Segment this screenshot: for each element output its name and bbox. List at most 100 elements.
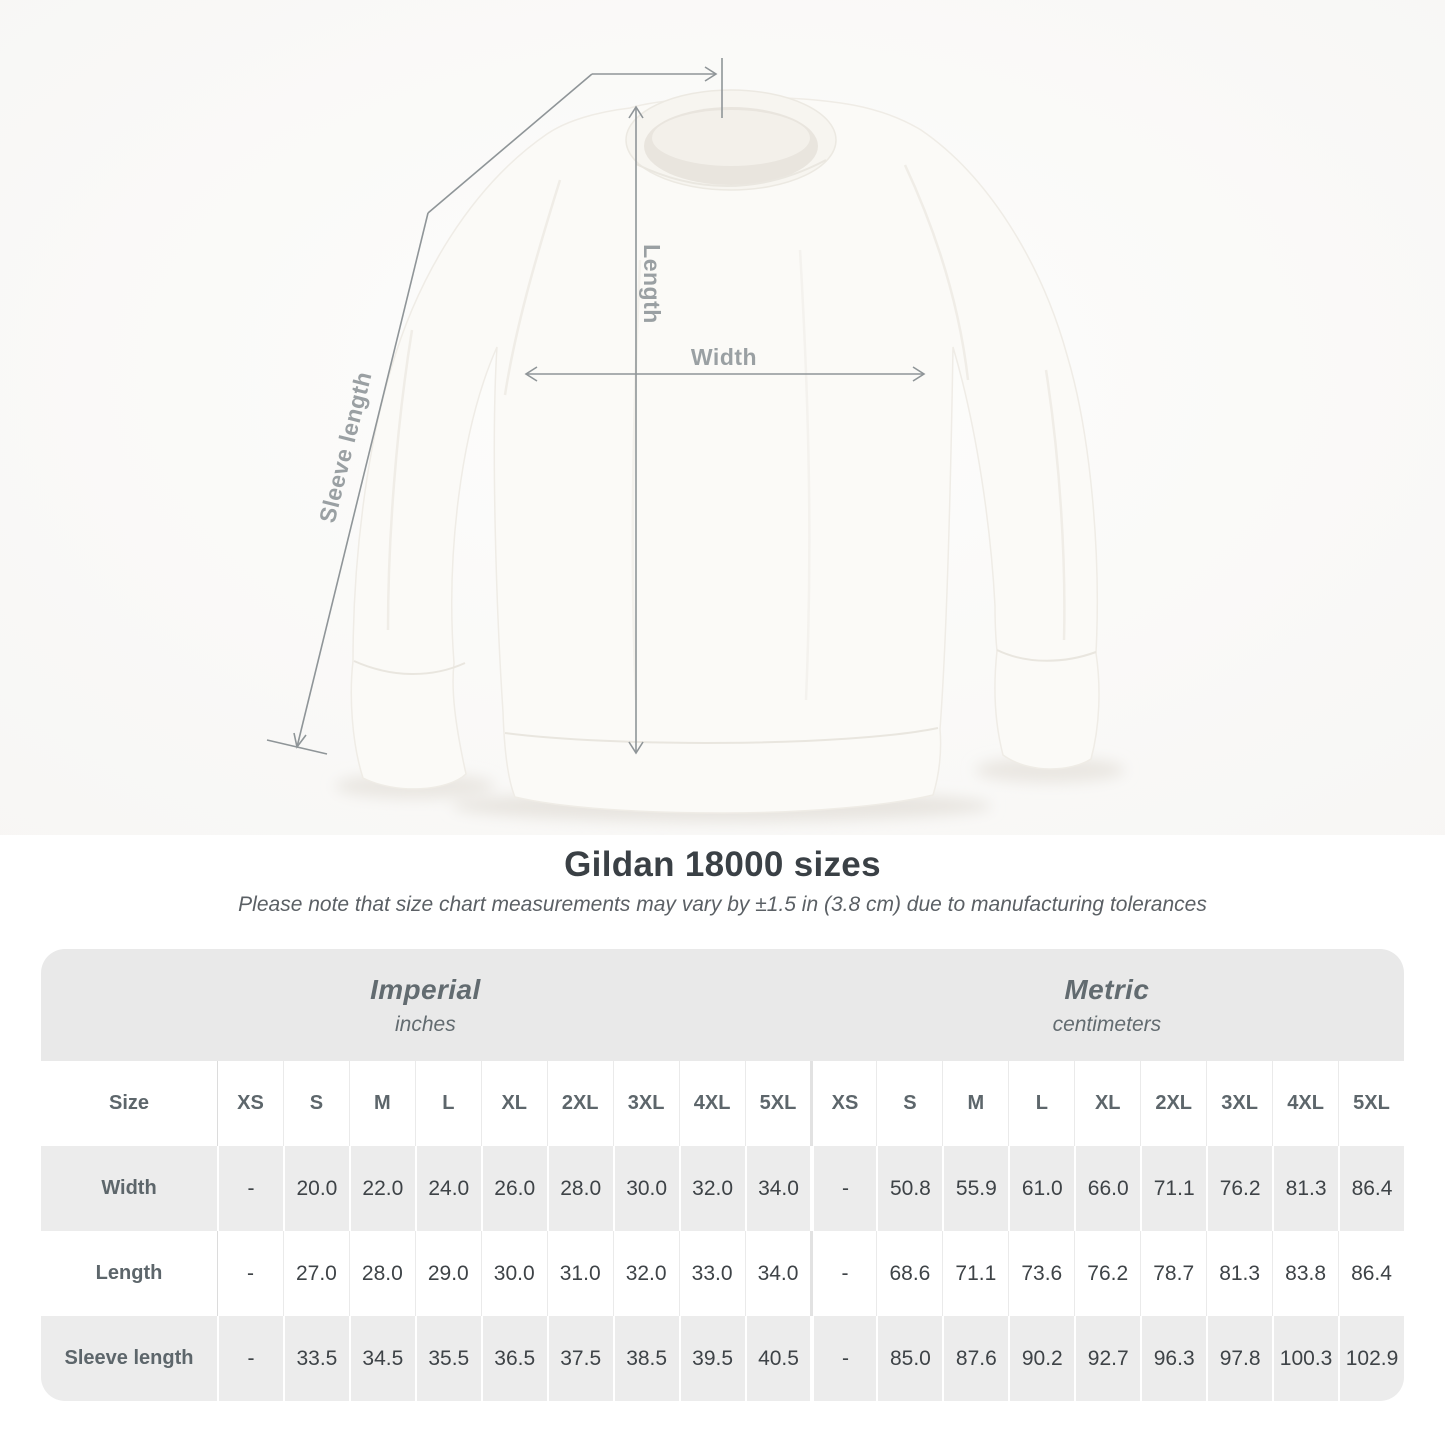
value-cell: 22.0: [348, 1146, 415, 1231]
value-cell: 83.8: [1272, 1231, 1338, 1316]
width-dimension-line: [524, 366, 926, 382]
value-cell: 50.8: [876, 1146, 943, 1231]
size-header-cell: 4XL: [1272, 1061, 1338, 1146]
value-cell: 28.0: [348, 1231, 415, 1316]
value-cell: 30.0: [612, 1146, 679, 1231]
value-cell: 92.7: [1074, 1316, 1141, 1401]
size-header-cell: L: [1008, 1061, 1074, 1146]
value-cell: 86.4: [1338, 1231, 1404, 1316]
sleeve-length-dimension-line: [266, 58, 723, 755]
collar-inner-back: [652, 110, 810, 166]
value-cell: 40.5: [744, 1316, 811, 1401]
size-header-cell: S: [876, 1061, 942, 1146]
row-label: Sleeve length: [41, 1316, 217, 1401]
value-cell: 28.0: [546, 1146, 613, 1231]
value-cell: 87.6: [942, 1316, 1009, 1401]
value-cell: 38.5: [612, 1316, 679, 1401]
value-cell: 66.0: [1074, 1146, 1141, 1231]
measurement-lines: [266, 58, 926, 755]
value-cell: 81.3: [1272, 1146, 1339, 1231]
width-label: Width: [691, 344, 757, 370]
value-cell: -: [810, 1231, 876, 1316]
arrowhead-up: [628, 105, 644, 119]
value-cell: 24.0: [414, 1146, 481, 1231]
imperial-title: Imperial: [370, 973, 481, 1005]
sweatshirt-diagram: Length Width Sleeve length: [0, 0, 1445, 835]
value-cell: 39.5: [678, 1316, 745, 1401]
value-cell: 90.2: [1008, 1316, 1075, 1401]
size-header-cell: XL: [480, 1061, 547, 1146]
value-cell: 33.5: [282, 1316, 349, 1401]
value-cell: 102.9: [1338, 1316, 1404, 1401]
value-cell: 97.8: [1206, 1316, 1273, 1401]
row-label: Length: [95, 1262, 163, 1284]
size-corner-label: Size: [108, 1092, 150, 1114]
value-cell: -: [217, 1231, 283, 1316]
value-cell: 71.1: [942, 1231, 1008, 1316]
value-cell: 76.2: [1074, 1231, 1140, 1316]
size-header-cell: XS: [217, 1061, 283, 1146]
imperial-header: Imperial inches: [41, 949, 810, 1061]
size-header-cell: 5XL: [1338, 1061, 1404, 1146]
value-cell: -: [217, 1146, 283, 1231]
value-cell: -: [810, 1146, 877, 1231]
value-cell: 78.7: [1140, 1231, 1206, 1316]
size-header-cell: S: [282, 1061, 349, 1146]
unit-header-row: Imperial inches Metric centimeters: [41, 949, 1404, 1061]
value-cell: 71.1: [1140, 1146, 1207, 1231]
arrowhead-right: [912, 366, 926, 382]
value-cell: 31.0: [546, 1231, 613, 1316]
value-cell: 73.6: [1008, 1231, 1074, 1316]
size-table: Imperial inches Metric centimeters Size …: [41, 949, 1404, 1401]
size-header-cell: L: [414, 1061, 481, 1146]
metric-title: Metric: [1064, 973, 1150, 1005]
size-header-cell: XS: [810, 1061, 876, 1146]
value-cell: 55.9: [942, 1146, 1009, 1231]
table-row-width: Width - 20.0 22.0 24.0 26.0 28.0 30.0 32…: [41, 1146, 1404, 1231]
value-cell: 61.0: [1008, 1146, 1075, 1231]
product-photo: Length Width Sleeve length: [0, 0, 1445, 835]
value-cell: 32.0: [678, 1146, 745, 1231]
value-cell: 20.0: [282, 1146, 349, 1231]
value-cell: 36.5: [480, 1316, 547, 1401]
value-cell: 86.4: [1338, 1146, 1404, 1231]
seam-lines: [353, 649, 1097, 744]
value-cell: 37.5: [546, 1316, 613, 1401]
imperial-unit: inches: [395, 1012, 456, 1036]
fold-lines: [386, 164, 1066, 701]
value-cell: 32.0: [612, 1231, 679, 1316]
size-header-cell: XL: [1074, 1061, 1140, 1146]
value-cell: 85.0: [876, 1316, 943, 1401]
table-row-length: Length - 27.0 28.0 29.0 30.0 31.0 32.0 3…: [41, 1231, 1404, 1316]
arrowhead-down: [628, 741, 644, 755]
value-cell: 96.3: [1140, 1316, 1207, 1401]
table-row-sleeve-length: Sleeve length - 33.5 34.5 35.5 36.5 37.5…: [41, 1316, 1404, 1401]
value-cell: -: [810, 1316, 877, 1401]
value-cell: 68.6: [876, 1231, 942, 1316]
value-cell: 34.5: [348, 1316, 415, 1401]
size-header-cell: 2XL: [546, 1061, 613, 1146]
size-header-cell: 2XL: [1140, 1061, 1206, 1146]
length-label: Length: [639, 244, 665, 324]
sweatshirt: [350, 89, 1100, 814]
size-header-row: Size XS S M L XL 2XL 3XL 4XL 5XL XS S M …: [41, 1061, 1404, 1146]
arrowhead-left: [524, 366, 538, 382]
metric-unit: centimeters: [1052, 1012, 1162, 1036]
row-label: Width: [41, 1146, 217, 1231]
value-cell: 100.3: [1272, 1316, 1339, 1401]
arrowhead-right: [704, 66, 718, 82]
page-title: Gildan 18000 sizes: [564, 845, 881, 884]
size-header-cell: M: [942, 1061, 1008, 1146]
value-cell: 30.0: [480, 1231, 547, 1316]
value-cell: 34.0: [744, 1146, 811, 1231]
value-cell: -: [217, 1316, 283, 1401]
size-header-cell: 3XL: [1206, 1061, 1272, 1146]
value-cell: 34.0: [744, 1231, 811, 1316]
value-cell: 27.0: [282, 1231, 349, 1316]
size-header-cell: M: [348, 1061, 415, 1146]
value-cell: 76.2: [1206, 1146, 1273, 1231]
length-dimension-line: [628, 105, 644, 755]
size-header-cell: 3XL: [612, 1061, 679, 1146]
size-header-cell: 5XL: [744, 1061, 811, 1146]
collar-seam: [635, 159, 827, 188]
